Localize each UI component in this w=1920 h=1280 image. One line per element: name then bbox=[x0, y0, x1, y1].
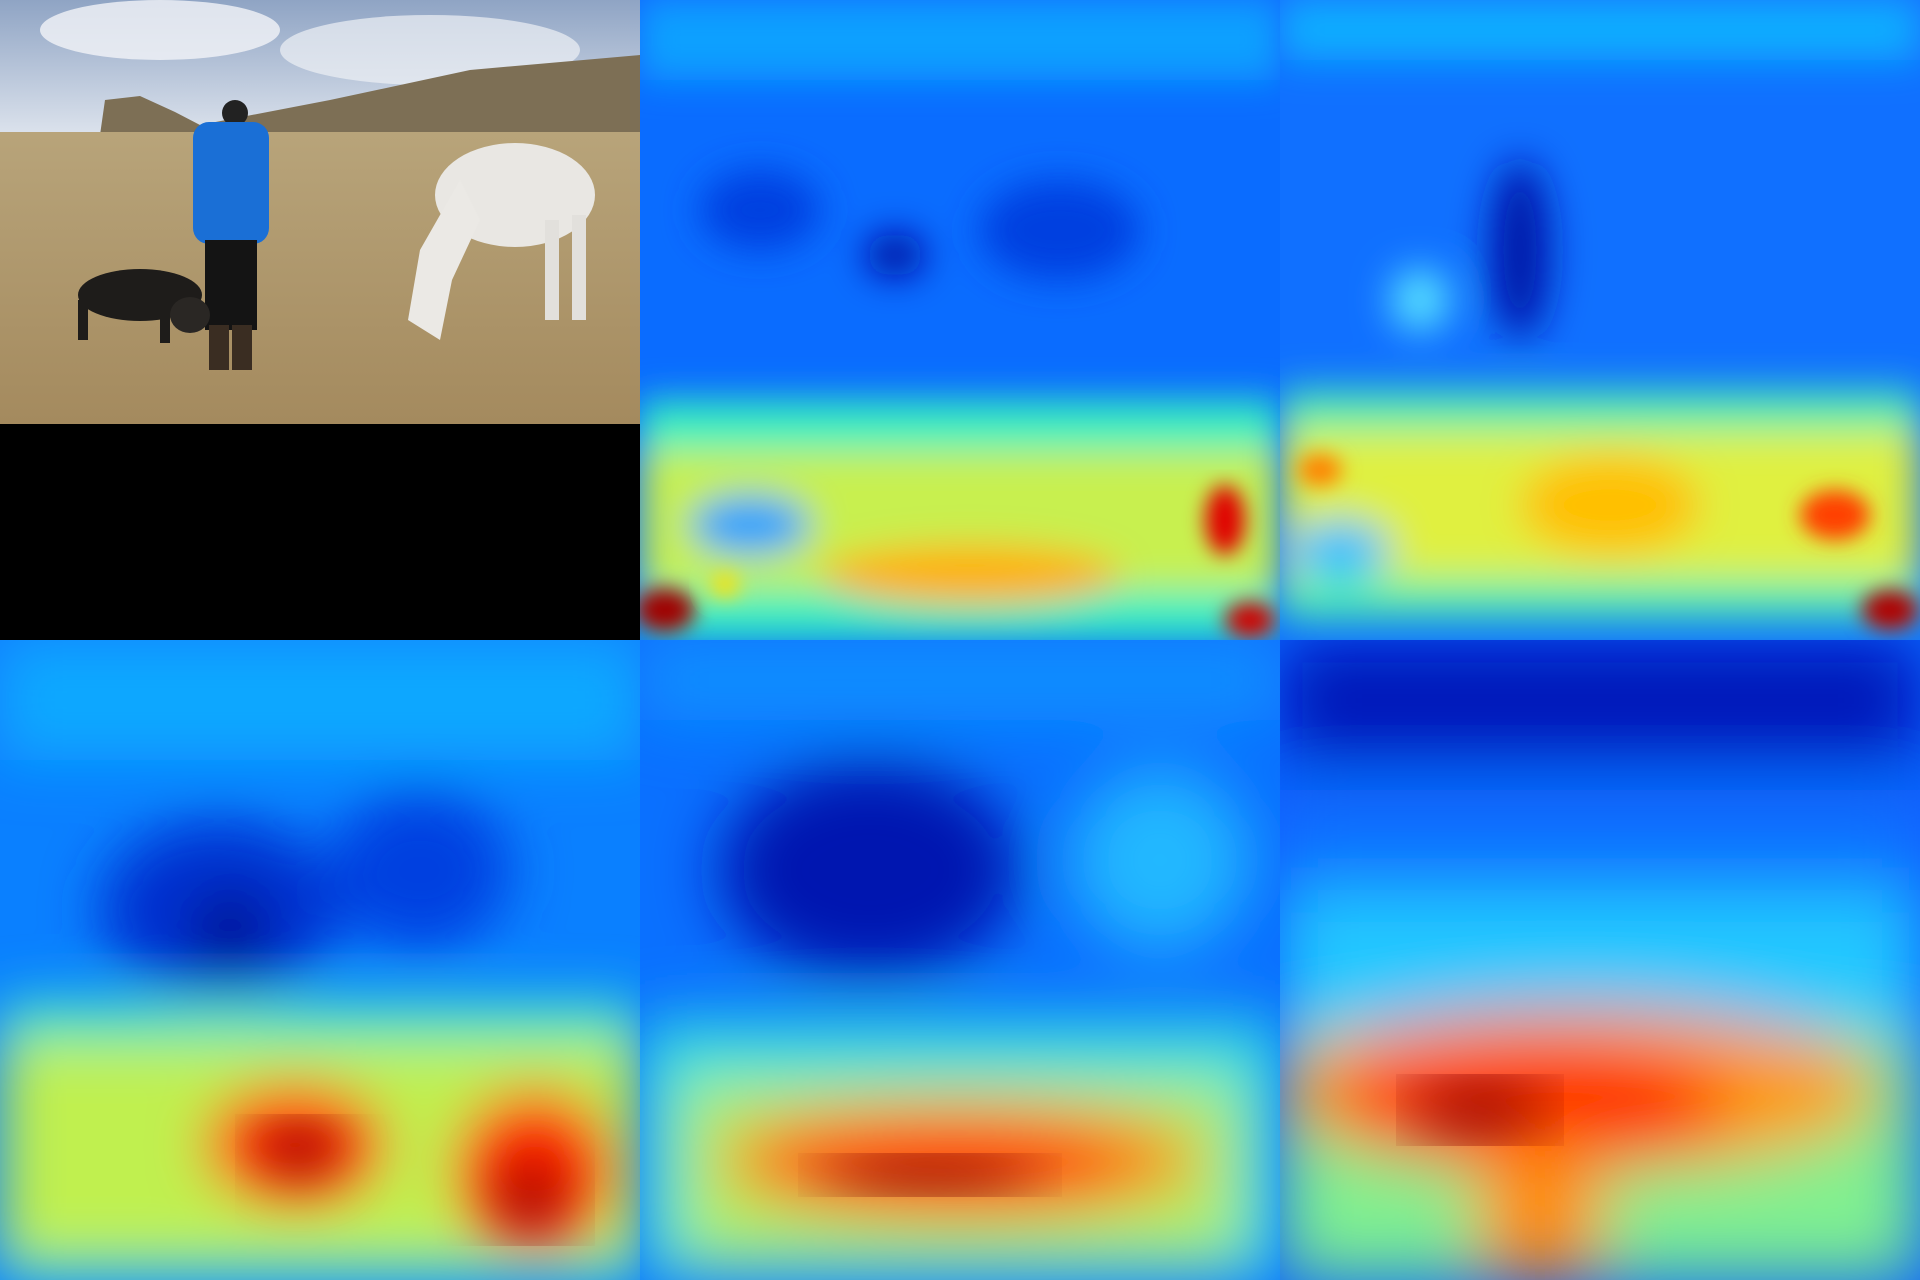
heatmap-4 bbox=[640, 640, 1280, 1280]
panel-heatmap-4 bbox=[640, 640, 1280, 1280]
heatmap-5 bbox=[1280, 640, 1920, 1280]
panel-photo bbox=[0, 0, 640, 640]
panel-heatmap-5 bbox=[1280, 640, 1920, 1280]
panel-heatmap-3 bbox=[0, 640, 640, 1280]
horse bbox=[408, 143, 595, 340]
dog bbox=[78, 269, 210, 343]
person bbox=[193, 100, 269, 370]
panel-heatmap-2 bbox=[1280, 0, 1920, 640]
photo-image bbox=[0, 0, 640, 640]
heatmap-1 bbox=[640, 0, 1280, 640]
letterbox-bottom bbox=[0, 424, 640, 640]
panel-heatmap-1 bbox=[640, 0, 1280, 640]
heatmap-3 bbox=[0, 640, 640, 1280]
heatmap-2 bbox=[1280, 0, 1920, 640]
